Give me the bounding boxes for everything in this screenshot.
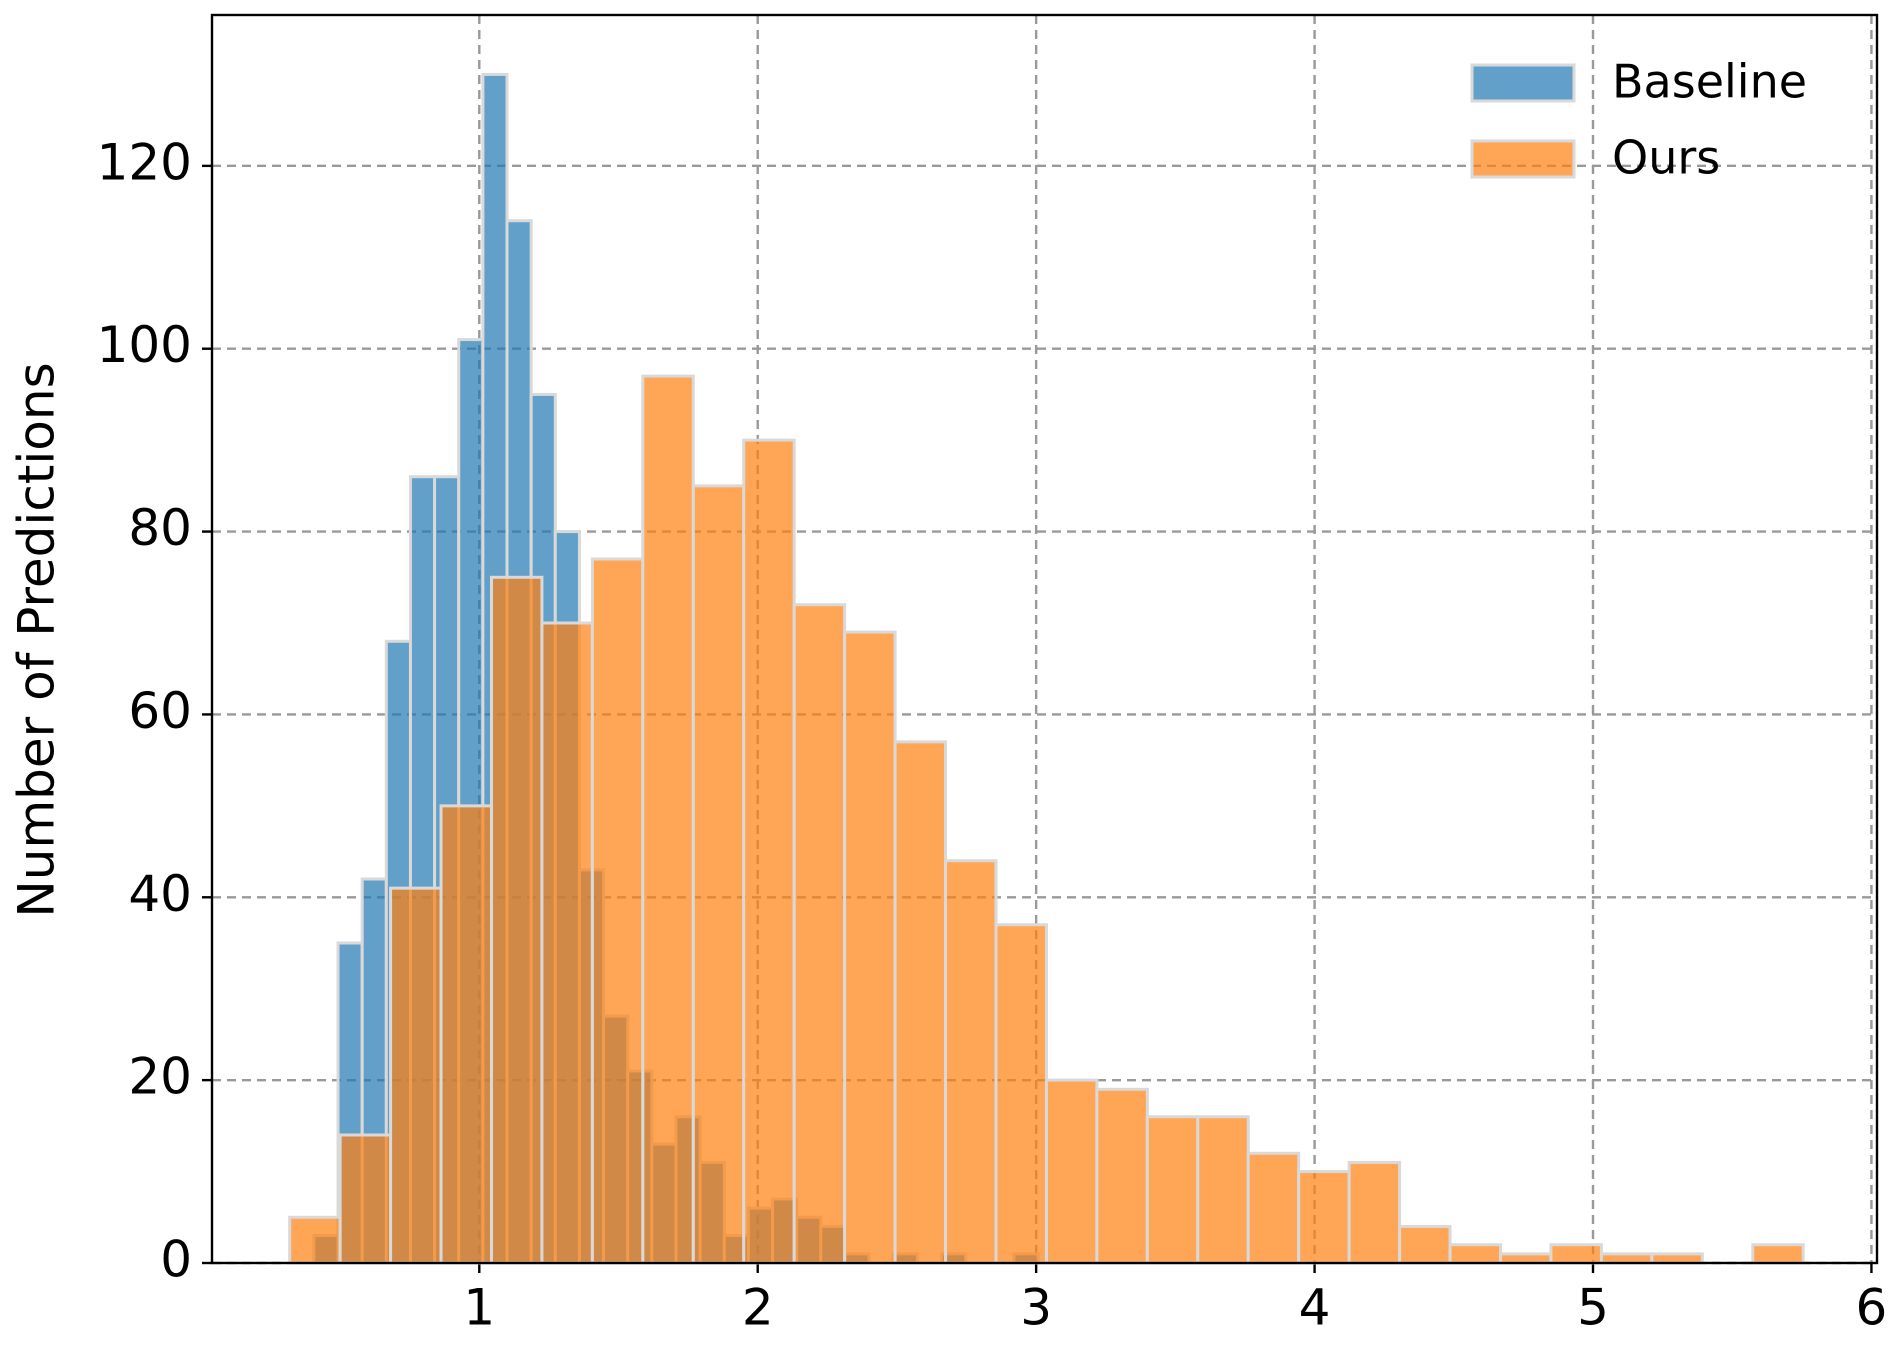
x-tick-label: 1 [463, 1279, 495, 1337]
histogram-bar [893, 740, 948, 1265]
y-axis-label: Number of Predictions [8, 362, 66, 917]
x-tick-label: 2 [742, 1279, 774, 1337]
histogram-bar [1347, 1160, 1402, 1265]
histogram-bar [1599, 1252, 1654, 1265]
histogram-bar [1196, 1115, 1250, 1265]
histogram-bar [540, 621, 594, 1265]
y-tick-label: 100 [97, 316, 192, 374]
x-tick-label: 6 [1856, 1279, 1888, 1337]
histogram-bar [1398, 1224, 1452, 1265]
histogram-bar [792, 603, 847, 1265]
legend-label: Baseline [1612, 55, 1807, 109]
legend-swatch [1470, 63, 1576, 103]
y-tick-label: 40 [128, 865, 192, 923]
histogram-bar [1549, 1243, 1603, 1265]
histogram-bar [1448, 1243, 1503, 1265]
histogram-bar [994, 923, 1048, 1265]
histogram-bar [1650, 1252, 1704, 1265]
histogram-bar [843, 630, 897, 1265]
histogram-bar [1499, 1252, 1553, 1265]
y-tick-label: 80 [128, 499, 192, 557]
legend-label: Ours [1612, 131, 1720, 185]
x-tick-label: 3 [1020, 1279, 1052, 1337]
y-tick-label: 0 [160, 1231, 192, 1289]
histogram-bar [1095, 1087, 1149, 1265]
x-tick-label: 5 [1577, 1279, 1609, 1337]
x-tick-label: 4 [1299, 1279, 1331, 1337]
histogram-bar [489, 575, 544, 1265]
y-tick-label: 120 [97, 133, 192, 191]
histogram-bar [691, 484, 746, 1265]
histogram-bar [389, 886, 443, 1265]
histogram-bar [1297, 1170, 1351, 1265]
legend-swatch [1470, 139, 1576, 179]
y-tick-label: 20 [128, 1048, 192, 1106]
histogram-bar [1044, 1078, 1099, 1265]
axes-frame [210, 13, 1879, 1265]
histogram-bar [1246, 1151, 1301, 1265]
histogram-bar [338, 1133, 393, 1265]
histogram-bar [439, 804, 493, 1265]
histogram-bar [288, 1215, 342, 1265]
histogram-bar [1145, 1115, 1200, 1265]
histogram-bar [742, 438, 796, 1265]
histogram-bar [1751, 1243, 1805, 1265]
histogram-bar [944, 859, 998, 1265]
histogram-bar [590, 557, 645, 1265]
histogram-bar [641, 374, 695, 1265]
y-tick-label: 60 [128, 682, 192, 740]
